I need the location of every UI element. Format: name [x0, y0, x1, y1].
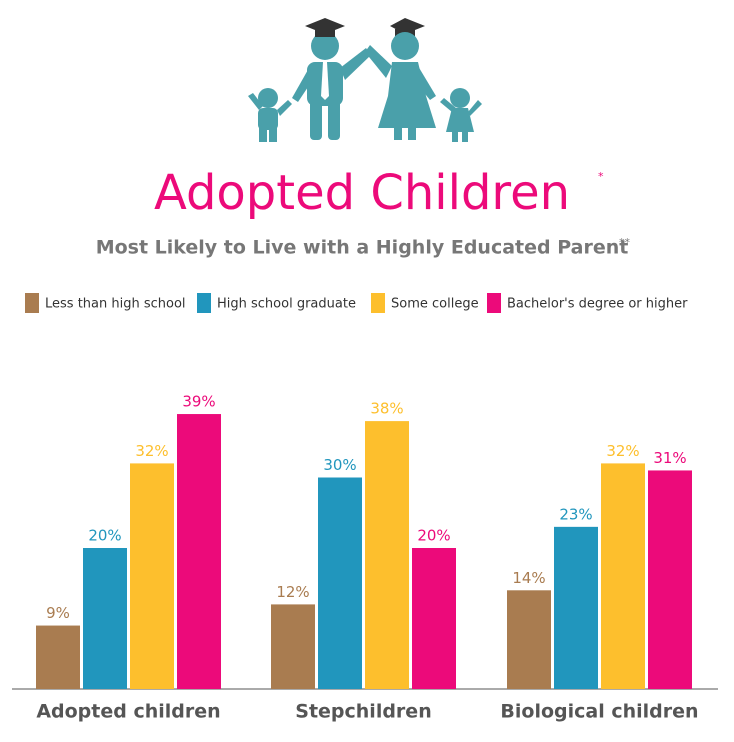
family-icon — [248, 18, 482, 142]
legend-swatch — [371, 293, 385, 313]
x-tick-label: Adopted children — [36, 701, 220, 723]
value-label: 38% — [370, 400, 403, 418]
bar — [507, 590, 551, 689]
bar — [648, 470, 692, 689]
value-label: 20% — [417, 527, 450, 545]
value-label: 20% — [88, 527, 121, 545]
value-label: 32% — [606, 442, 639, 460]
chart-subtitle: Most Likely to Live with a Highly Educat… — [96, 237, 629, 259]
bar — [601, 463, 645, 689]
bar — [83, 548, 127, 689]
subtitle-note: ** — [619, 236, 631, 249]
value-label: 32% — [135, 442, 168, 460]
bar — [318, 477, 362, 689]
value-label: 23% — [559, 505, 592, 523]
value-label: 39% — [182, 393, 215, 411]
bar — [271, 604, 315, 689]
chart-title: Adopted Children — [154, 165, 570, 221]
legend-label: Bachelor's degree or higher — [507, 297, 688, 312]
legend-label: Some college — [391, 297, 479, 312]
x-tick-label: Biological children — [500, 701, 698, 723]
legend-label: High school graduate — [217, 297, 356, 312]
value-label: 31% — [653, 449, 686, 467]
value-label: 12% — [276, 583, 309, 601]
bar — [554, 526, 598, 689]
legend-swatch — [487, 293, 501, 313]
bar — [412, 548, 456, 689]
title-note: * — [598, 170, 604, 183]
bar — [130, 463, 174, 689]
x-tick-label: Stepchildren — [295, 701, 431, 723]
legend-label: Less than high school — [45, 297, 186, 312]
value-label: 14% — [512, 569, 545, 587]
value-label: 30% — [323, 456, 356, 474]
value-label: 9% — [46, 604, 70, 622]
bar — [177, 414, 221, 689]
bar — [365, 421, 409, 689]
bar — [36, 625, 80, 689]
legend-swatch — [25, 293, 39, 313]
legend-swatch — [197, 293, 211, 313]
